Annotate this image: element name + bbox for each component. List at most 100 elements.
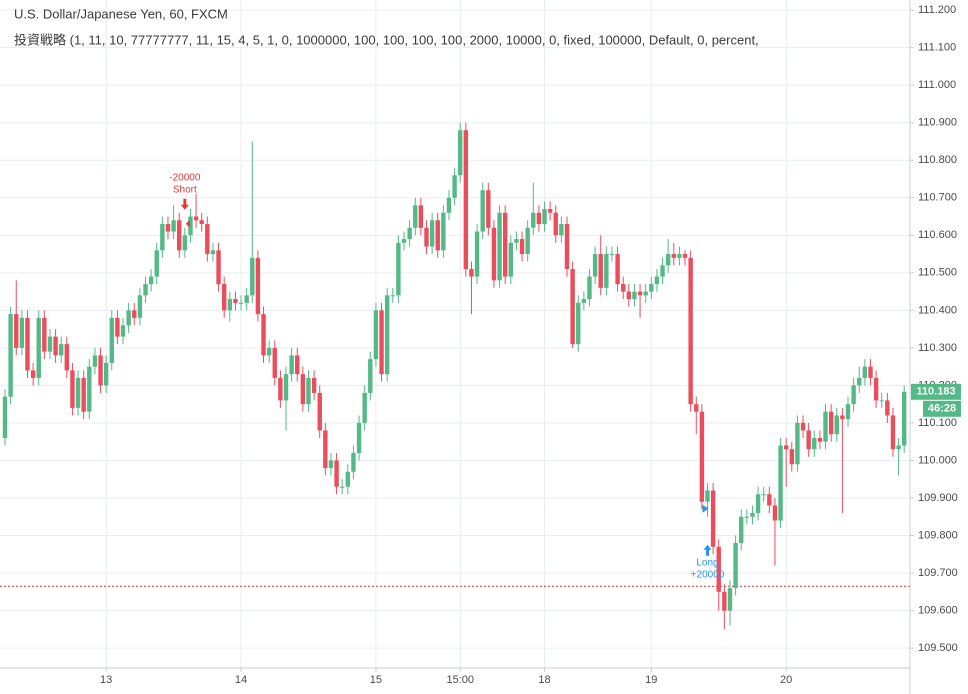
candle-body [143, 284, 148, 296]
candle-body [840, 415, 845, 420]
candle-body [47, 336, 53, 352]
candle-body [767, 494, 772, 506]
y-tick-label: 109.900 [918, 492, 958, 504]
candle-body [390, 295, 395, 297]
candle-body [25, 317, 30, 371]
candle-body [458, 130, 463, 176]
candle-body [576, 302, 581, 345]
candle-body [637, 291, 643, 296]
y-tick-label: 109.800 [918, 529, 958, 541]
candle-body [677, 254, 682, 258]
candle-body [609, 254, 615, 256]
candle-body [362, 392, 367, 423]
candle-body [621, 284, 626, 292]
candle-body [356, 422, 362, 453]
candle-body [581, 299, 587, 303]
candle-body [407, 227, 412, 240]
candle-body [531, 212, 536, 228]
y-tick-label: 110.800 [918, 154, 957, 166]
candle-body [806, 430, 811, 450]
candle-body [733, 543, 738, 589]
y-tick-label: 110.400 [918, 304, 957, 316]
candle-body [615, 254, 620, 285]
candle-body [486, 190, 491, 228]
candle-body [272, 347, 277, 378]
candle-body [626, 291, 632, 300]
candle-body [109, 317, 114, 363]
candle-body [649, 284, 654, 292]
y-tick-label: 109.600 [918, 604, 958, 616]
x-tick-label: 14 [235, 674, 247, 686]
candle-body [890, 415, 896, 450]
candle-body [491, 227, 497, 281]
candle-body [165, 224, 171, 232]
candle-body [132, 310, 137, 318]
x-tick-label: 18 [538, 674, 550, 686]
candle-body [306, 377, 311, 405]
candle-body [502, 212, 508, 277]
candle-body [519, 239, 525, 255]
candle-body [857, 377, 862, 386]
candle-body [739, 516, 744, 544]
candle-body [317, 392, 322, 431]
candle-body [553, 212, 558, 236]
entry-marker [702, 504, 709, 513]
candle-body [868, 366, 873, 378]
candle-body [699, 411, 705, 502]
candle-body [345, 471, 351, 487]
candle-body [205, 224, 210, 255]
candle-body [19, 317, 25, 348]
candle-body [216, 250, 221, 285]
candle-body [559, 224, 564, 236]
candle-body [368, 359, 373, 393]
y-tick-label: 110.900 [918, 117, 957, 129]
y-tick-label: 111.200 [918, 4, 956, 16]
candle-body [446, 197, 452, 213]
candle-body [238, 302, 244, 304]
candle-body [424, 227, 429, 247]
candle-body [469, 269, 474, 277]
candle-body [36, 317, 41, 378]
annotation-text: Long [696, 557, 718, 568]
candle-body [879, 400, 884, 402]
annotation-arrow-head [180, 204, 189, 210]
candle-body [671, 254, 676, 258]
candle-body [401, 239, 407, 243]
candle-body [148, 276, 154, 285]
y-tick-label: 110.100 [918, 417, 957, 429]
candle-body [328, 460, 334, 468]
candle-body [525, 227, 530, 255]
candle-body [126, 310, 131, 326]
candle-body [845, 404, 851, 420]
candle-body [772, 505, 778, 521]
y-tick-label: 109.500 [918, 642, 958, 654]
candle-body [660, 265, 665, 277]
x-tick-label: 15 [370, 674, 382, 686]
candle-body [795, 422, 800, 465]
candle-body [75, 377, 81, 408]
candle-body [643, 291, 648, 296]
candle-body [199, 220, 204, 225]
candle-body [177, 220, 182, 251]
candle-body [384, 295, 390, 375]
x-tick-label: 15:00 [446, 674, 474, 686]
candle-body [373, 310, 379, 360]
candle-body [688, 257, 693, 405]
candle-body [137, 295, 143, 318]
candle-body [255, 257, 261, 315]
candle-body [396, 242, 401, 296]
y-tick-label: 109.700 [918, 567, 958, 579]
annotation-text: +20000 [691, 569, 725, 580]
y-tick-label: 110.600 [918, 229, 957, 241]
candle-body [8, 314, 13, 397]
candle-body [710, 490, 716, 547]
y-tick-label: 111.100 [918, 42, 956, 54]
candle-body [103, 362, 109, 386]
candle-body [351, 452, 356, 472]
candle-body [30, 370, 36, 378]
candle-body [81, 377, 86, 412]
candle-body [413, 205, 418, 228]
candle-body [480, 190, 485, 232]
x-tick-label: 13 [100, 674, 112, 686]
